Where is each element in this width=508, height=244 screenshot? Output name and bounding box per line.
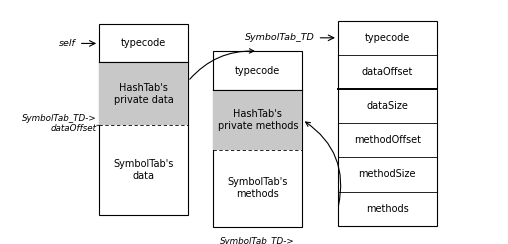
Text: SymbolTab_TD->: SymbolTab_TD-> [220, 237, 295, 244]
Text: dataOffset: dataOffset [50, 124, 97, 133]
Text: methodSize: methodSize [359, 170, 416, 179]
Text: HashTab's
private data: HashTab's private data [114, 83, 173, 105]
Bar [99, 62, 188, 125]
Text: HashTab's
private methods: HashTab's private methods [217, 109, 298, 131]
Text: dataOffset: dataOffset [362, 67, 413, 77]
Text: dataSize: dataSize [366, 101, 408, 111]
Text: SymbolTab's
data: SymbolTab's data [113, 159, 174, 181]
Bar [99, 24, 188, 215]
Bar [213, 90, 302, 150]
FancyArrowPatch shape [306, 122, 341, 206]
Text: typecode: typecode [365, 33, 410, 43]
Text: typecode: typecode [235, 66, 280, 76]
Bar [338, 21, 437, 226]
Text: typecode: typecode [121, 39, 166, 48]
FancyArrowPatch shape [190, 49, 254, 79]
Text: methods: methods [366, 204, 409, 214]
Text: SymbolTab's
methods: SymbolTab's methods [228, 177, 288, 199]
Text: SymbolTab_TD->: SymbolTab_TD-> [22, 114, 97, 123]
Text: self: self [59, 39, 76, 48]
Text: methodOffset: methodOffset [354, 135, 421, 145]
Text: SymbolTab_TD: SymbolTab_TD [245, 33, 315, 42]
Bar [213, 51, 302, 227]
